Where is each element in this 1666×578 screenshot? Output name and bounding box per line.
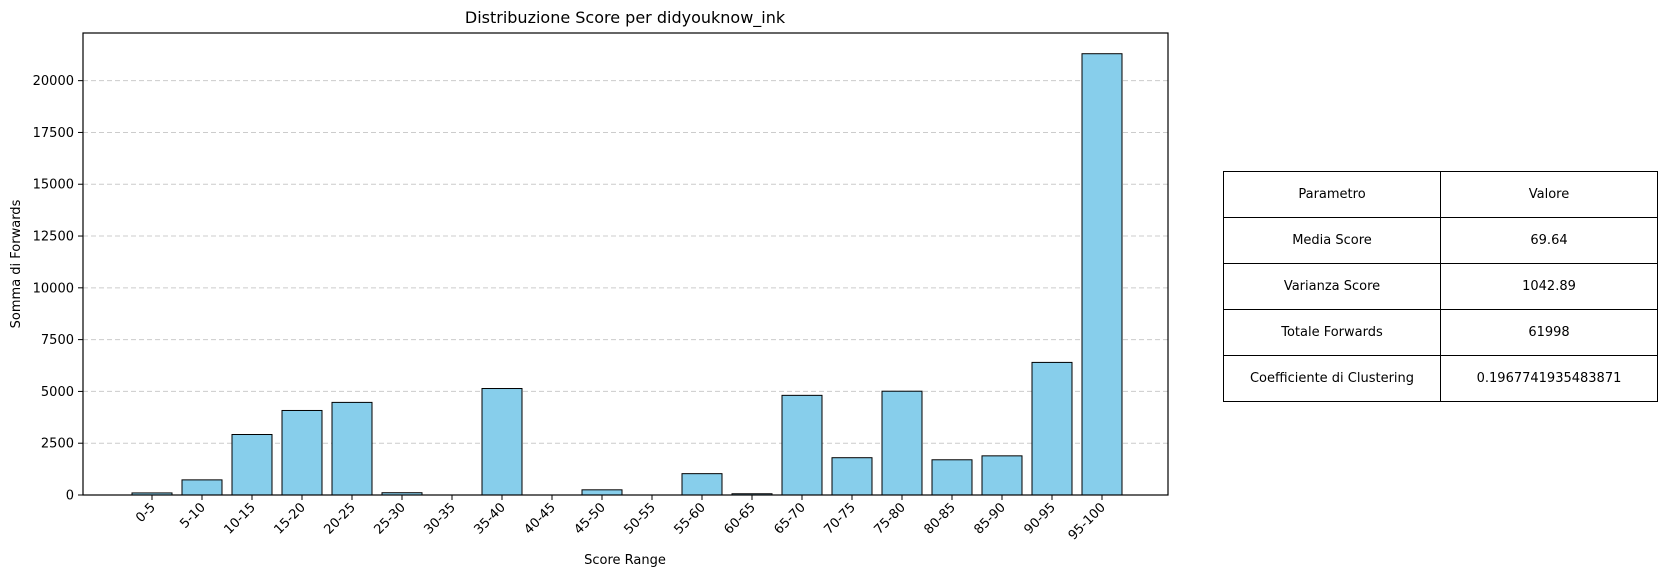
table-row: Totale Forwards 61998 bbox=[1223, 309, 1658, 356]
bar bbox=[331, 401, 373, 496]
stats-table: Parametro Valore Media Score 69.64 Varia… bbox=[1223, 171, 1658, 402]
x-tick-label: 15-20 bbox=[272, 500, 309, 537]
y-tick-label: 0 bbox=[66, 489, 74, 504]
bar bbox=[281, 409, 323, 496]
grid-lines bbox=[83, 80, 1168, 444]
y-tick-label: 2500 bbox=[41, 437, 74, 452]
table-cell: 61998 bbox=[1440, 309, 1658, 356]
x-tick-label: 50-55 bbox=[622, 500, 659, 537]
x-tick-label: 55-60 bbox=[672, 500, 709, 537]
y-tick-label: 10000 bbox=[33, 281, 74, 296]
bar bbox=[981, 455, 1023, 496]
table-cell: 1042.89 bbox=[1440, 263, 1658, 310]
y-tick-label: 15000 bbox=[33, 178, 74, 193]
x-tick-label: 95-100 bbox=[1066, 500, 1109, 543]
x-tick-label: 35-40 bbox=[472, 500, 509, 537]
y-tick-label: 7500 bbox=[41, 333, 74, 348]
table-cell: Coefficiente di Clustering bbox=[1223, 355, 1441, 402]
bar bbox=[1031, 361, 1073, 496]
bar bbox=[881, 390, 923, 496]
x-tick-label: 40-45 bbox=[522, 500, 559, 537]
table-row: Varianza Score 1042.89 bbox=[1223, 263, 1658, 310]
x-axis-ticks: 0-5 5-10 10-15 15-20 20-25 25-30 30-35 35-40 40-… bbox=[133, 495, 1109, 543]
table-cell: Media Score bbox=[1223, 217, 1441, 264]
x-tick-label: 45-50 bbox=[572, 500, 609, 537]
x-tick-label: 75-80 bbox=[872, 500, 909, 537]
x-tick-label: 20-25 bbox=[322, 500, 359, 537]
bar bbox=[231, 434, 273, 496]
bars bbox=[131, 53, 1123, 496]
bar bbox=[831, 457, 873, 496]
table-cell: 0.1967741935483871 bbox=[1440, 355, 1658, 402]
y-tick-label: 5000 bbox=[41, 385, 74, 400]
x-tick-label: 90-95 bbox=[1022, 500, 1059, 537]
y-tick-label: 17500 bbox=[33, 126, 74, 141]
plot-frame bbox=[82, 32, 1169, 496]
x-tick-label: 60-65 bbox=[722, 500, 759, 537]
bar bbox=[781, 394, 823, 496]
table-cell: 69.64 bbox=[1440, 217, 1658, 264]
bar bbox=[481, 388, 523, 496]
bar-chart: Distribuzione Score per didyouknow_ink 0… bbox=[9, 8, 1169, 568]
table-row: Coefficiente di Clustering 0.19677419354… bbox=[1223, 355, 1658, 402]
x-tick-label: 0-5 bbox=[133, 500, 159, 526]
bar bbox=[931, 459, 973, 496]
bar bbox=[181, 479, 223, 496]
y-tick-label: 12500 bbox=[33, 230, 74, 245]
x-tick-label: 10-15 bbox=[222, 500, 259, 537]
table-cell: Varianza Score bbox=[1223, 263, 1441, 310]
bar bbox=[1081, 53, 1123, 496]
x-tick-label: 65-70 bbox=[772, 500, 809, 537]
bar bbox=[681, 473, 723, 496]
x-tick-label: 70-75 bbox=[822, 500, 859, 537]
table-header-cell: Parametro bbox=[1223, 171, 1441, 218]
x-tick-label: 5-10 bbox=[177, 500, 208, 531]
y-axis-ticks: 0 2500 5000 7500 10000 12500 15000 17500 20000 bbox=[33, 74, 83, 504]
table-header-row: Parametro Valore bbox=[1223, 171, 1658, 218]
chart-title: Distribuzione Score per didyouknow_ink bbox=[465, 8, 786, 28]
table-header-cell: Valore bbox=[1440, 171, 1658, 218]
y-tick-label: 20000 bbox=[33, 74, 74, 89]
x-tick-label: 30-35 bbox=[422, 500, 459, 537]
bar bbox=[581, 489, 623, 496]
table-cell: Totale Forwards bbox=[1223, 309, 1441, 356]
x-tick-label: 80-85 bbox=[922, 500, 959, 537]
x-tick-label: 25-30 bbox=[372, 500, 409, 537]
y-axis-label: Somma di Forwards bbox=[9, 199, 24, 328]
table-row: Media Score 69.64 bbox=[1223, 217, 1658, 264]
x-axis-label: Score Range bbox=[584, 553, 666, 568]
x-tick-label: 85-90 bbox=[972, 500, 1009, 537]
